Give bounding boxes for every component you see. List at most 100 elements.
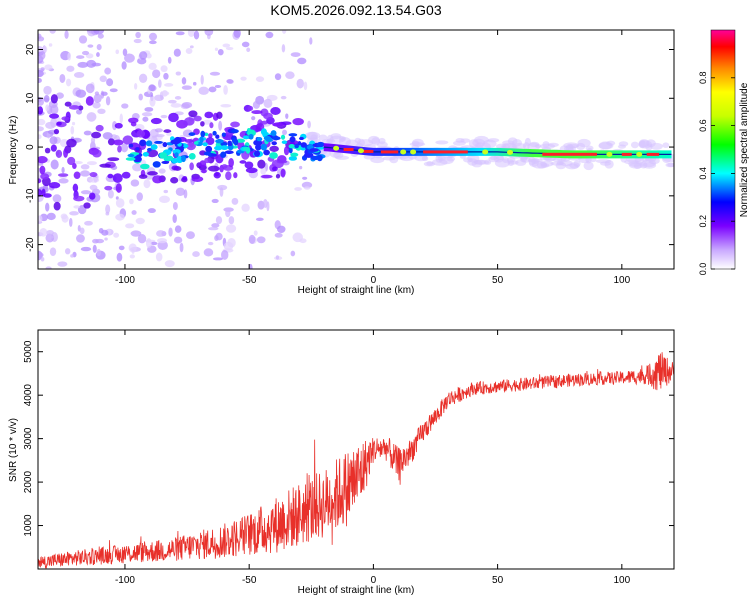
spectrogram-blob <box>181 77 187 85</box>
spectrogram-blob <box>91 131 102 139</box>
spectrogram-blob <box>289 136 296 143</box>
spectrogram-blob <box>515 159 527 166</box>
spectrogram-blob <box>253 150 261 157</box>
spectrogram-blob <box>168 112 179 123</box>
spectrogram-hot-segment <box>423 150 468 154</box>
spectrogram-blob <box>61 214 69 223</box>
spectrogram-blob <box>80 164 90 170</box>
spectrogram-blob <box>202 119 212 125</box>
spectrogram-blob <box>104 237 108 241</box>
spectrogram-blob <box>45 202 50 212</box>
spectrogram-blob <box>281 44 286 53</box>
spectrogram-blob <box>138 73 148 84</box>
plot-title: KOM5.2026.092.13.54.G03 <box>270 2 442 18</box>
spectrogram-blob <box>188 110 198 118</box>
spectrogram-blob <box>93 93 102 104</box>
spectrogram-blob <box>135 217 145 225</box>
spectrogram-blob <box>92 149 102 158</box>
spectrogram-blob <box>559 160 573 167</box>
spectrogram-blob <box>87 44 94 48</box>
spectrogram-blob <box>400 149 407 155</box>
spectrogram-blob <box>45 229 54 236</box>
spectrogram-blob <box>57 173 69 177</box>
spectrogram-blob <box>182 176 188 181</box>
spectrogram-blob <box>285 113 289 119</box>
spectrogram-ytick-label: -10 <box>25 188 36 203</box>
spectrogram-blob <box>164 83 174 87</box>
colorbar-tick-label: 0.8 <box>698 72 708 85</box>
spectrogram-blob <box>318 134 328 141</box>
spectrogram-blob <box>152 69 161 79</box>
spectrogram-blob <box>185 48 193 55</box>
spectrogram-blob <box>316 141 325 148</box>
spectrogram-blob <box>90 136 96 144</box>
spectrogram-blob <box>38 77 42 84</box>
spectrogram-blob <box>483 159 492 165</box>
spectrogram-blob <box>59 73 66 84</box>
spectrogram-blob <box>38 189 43 197</box>
spectrogram-blob <box>201 169 207 174</box>
spectrogram-blob <box>68 105 80 110</box>
spectrogram-blob <box>166 132 172 136</box>
spectrogram-blob <box>431 158 448 166</box>
spectrogram-blob <box>38 126 44 132</box>
spectrogram-blob <box>181 85 192 90</box>
spectrogram-blob <box>119 113 123 124</box>
spectrogram-blob <box>255 76 265 82</box>
spectrogram-blob <box>159 91 170 96</box>
spectrogram-blob <box>263 98 273 108</box>
spectrogram-blob <box>174 96 182 100</box>
snr-xtick-label: -50 <box>242 575 257 586</box>
spectrogram-blob <box>231 129 239 134</box>
spectrogram-blob <box>225 46 234 51</box>
spectrogram-blob <box>604 159 614 169</box>
spectrogram-blob <box>99 163 112 168</box>
spectrogram-blob <box>232 137 237 144</box>
spectrogram-blob <box>77 61 89 68</box>
spectrogram-blob <box>38 118 46 126</box>
spectrogram-blob <box>76 55 85 59</box>
spectrogram-blob <box>59 138 69 148</box>
spectrogram-blob <box>115 213 125 221</box>
snr-ytick-label: 5000 <box>23 340 34 363</box>
spectrogram-blob <box>204 157 211 164</box>
spectrogram-blob <box>204 111 214 119</box>
spectrogram-blob <box>107 157 120 162</box>
spectrogram-blob <box>138 174 148 179</box>
spectrogram-blob <box>184 139 194 143</box>
spectrogram-blob <box>172 201 178 211</box>
spectrogram-blob <box>227 142 233 147</box>
spectrogram-blob <box>274 232 283 238</box>
spectrogram-blob <box>106 78 114 87</box>
spectrogram-blob <box>70 254 75 258</box>
spectrogram-blob <box>156 238 168 244</box>
spectrogram-blob <box>105 96 111 106</box>
spectrogram-blob <box>274 73 282 81</box>
spectrogram-blob <box>142 152 149 157</box>
spectrogram-blob <box>101 91 108 96</box>
spectrogram-blob <box>223 241 234 251</box>
spectrogram-blob <box>251 116 256 121</box>
spectrogram-blob <box>63 148 69 158</box>
spectrogram-blob <box>42 45 48 53</box>
spectrogram-blob <box>167 56 172 64</box>
spectrogram-blob <box>200 74 204 85</box>
spectrogram-blob <box>147 171 158 176</box>
spectrogram-blob <box>329 135 345 144</box>
spectrogram-blob <box>130 121 137 127</box>
spectrogram-blob <box>129 198 134 205</box>
spectrogram-blob <box>218 120 223 131</box>
spectrogram-blob <box>255 217 264 221</box>
spectrogram-blob <box>260 174 273 179</box>
spectrogram-blob <box>302 176 308 180</box>
spectrogram-blob <box>46 212 56 221</box>
spectrogram-blob <box>224 150 234 155</box>
spectrogram-hot-segment <box>343 148 354 151</box>
spectrogram-blob <box>128 117 139 124</box>
spectrogram-blob <box>144 107 154 112</box>
spectrogram-blob <box>253 230 258 236</box>
spectrogram-blob <box>215 139 224 144</box>
spectrogram-xtick-label: -50 <box>242 275 257 286</box>
spectrogram-blob <box>154 128 163 133</box>
spectrogram-blob <box>282 129 288 136</box>
